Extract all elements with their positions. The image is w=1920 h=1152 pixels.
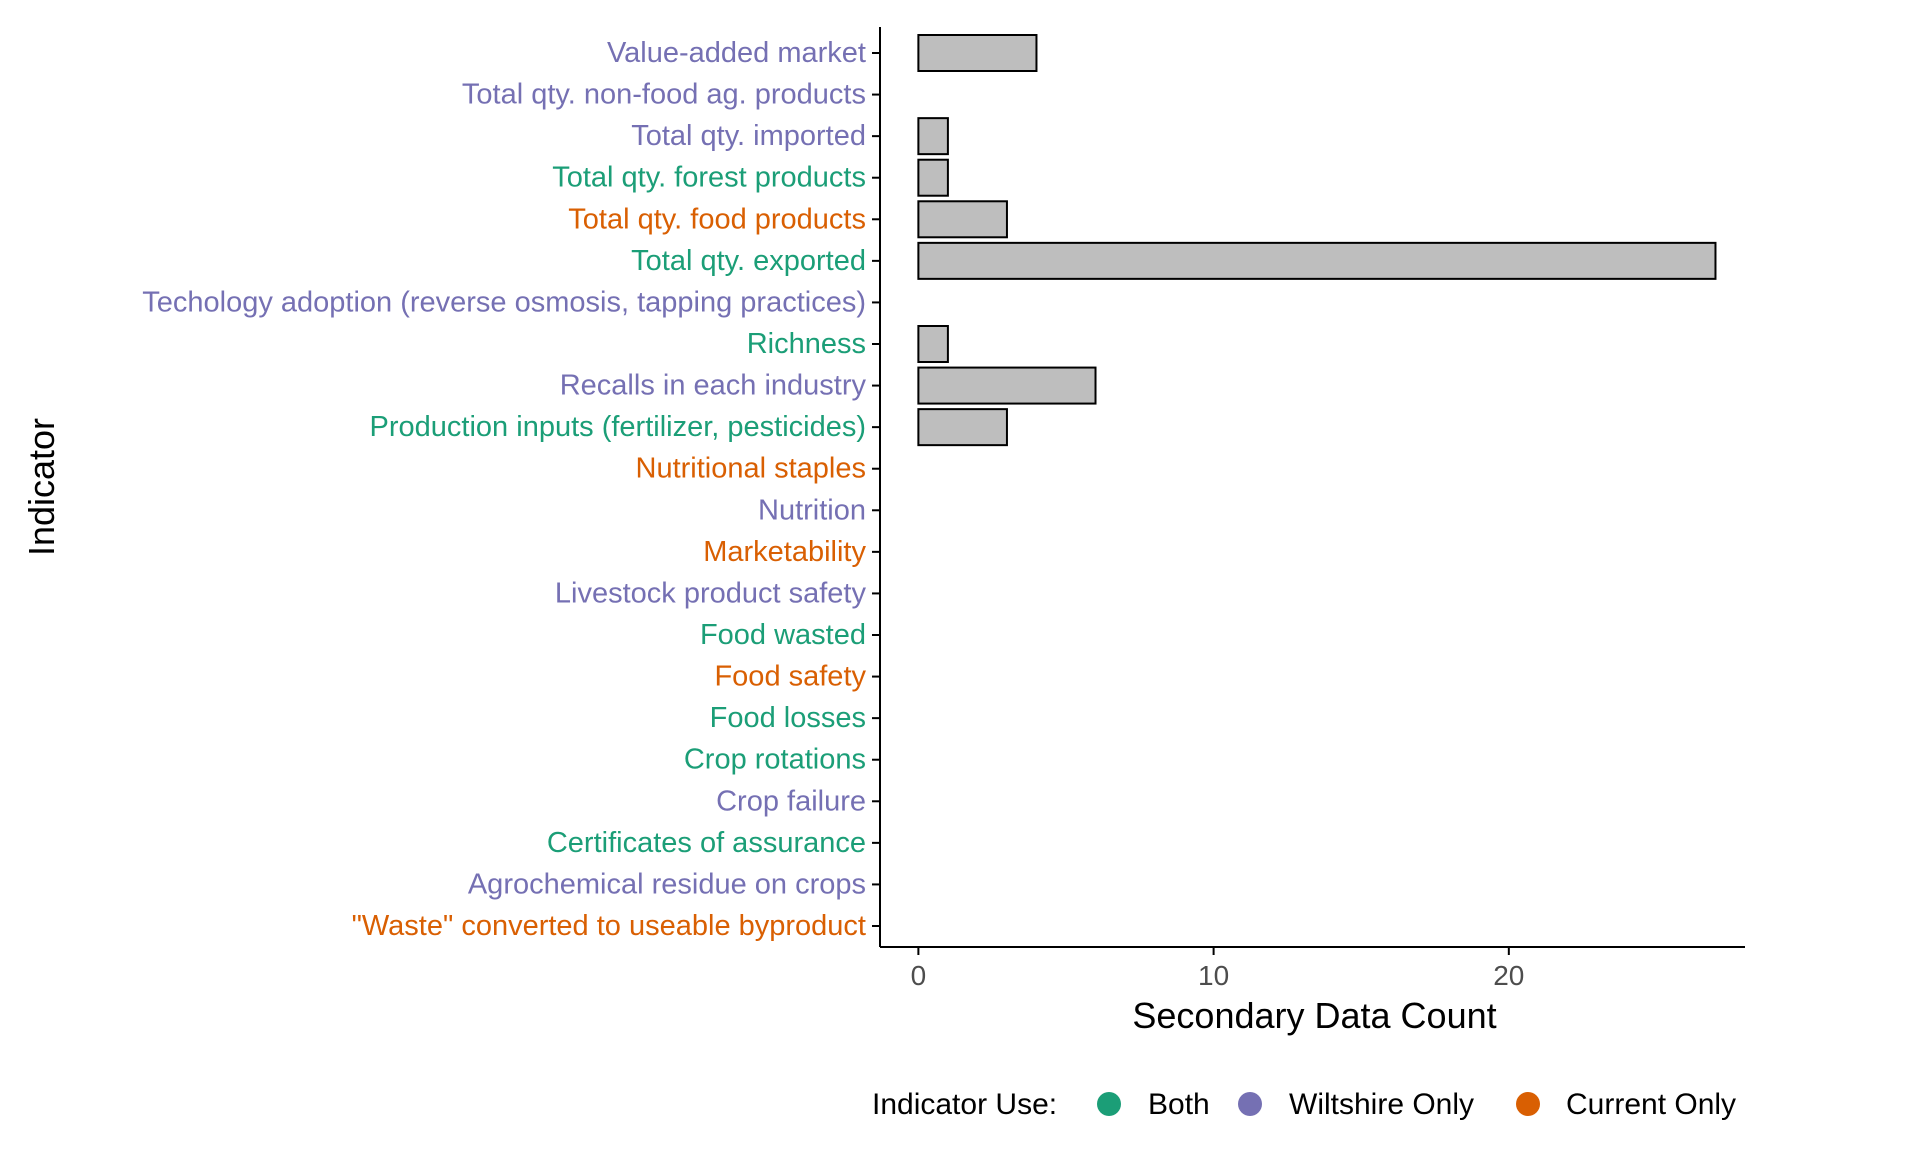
category-label-15: Food safety (714, 661, 866, 693)
category-label-2: Total qty. imported (631, 120, 866, 152)
bars-layer (917, 34, 1717, 447)
legend-label-2: Current Only (1566, 1088, 1736, 1121)
bar-4 (917, 200, 1008, 239)
bar-2 (917, 117, 949, 156)
category-label-21: "Waste" converted to useable byproduct (352, 910, 866, 942)
legend: Indicator Use: Both Wiltshire Only Current … (872, 1088, 1736, 1121)
y-axis-title: Indicator (21, 418, 62, 556)
x-axis-ticks: 0 10 20 (911, 947, 1524, 991)
bar-8 (917, 366, 1097, 405)
category-label-8: Recalls in each industry (560, 370, 867, 402)
x-tick-label-1: 10 (1198, 960, 1229, 991)
category-label-12: Marketability (703, 536, 866, 568)
x-tick-label-0: 0 (911, 960, 927, 991)
category-label-1: Total qty. non-food ag. products (462, 79, 866, 111)
category-labels: Value-added market Total qty. non-food ag… (142, 37, 866, 942)
category-label-14: Food wasted (700, 619, 866, 651)
category-label-5: Total qty. exported (631, 245, 866, 277)
bar-3 (917, 158, 949, 197)
category-label-18: Crop failure (716, 785, 866, 817)
category-label-7: Richness (747, 328, 866, 360)
category-label-17: Crop rotations (684, 744, 866, 776)
category-label-4: Total qty. food products (568, 203, 866, 235)
legend-label-1: Wiltshire Only (1289, 1088, 1474, 1121)
legend-key-2 (1516, 1092, 1540, 1116)
y-axis-ticks (872, 52, 880, 927)
category-label-9: Production inputs (fertilizer, pesticide… (370, 411, 866, 443)
bar-5 (917, 241, 1717, 280)
category-label-3: Total qty. forest products (552, 162, 866, 194)
bar-9 (917, 408, 1008, 447)
bar-0 (917, 34, 1038, 72)
category-label-0: Value-added market (607, 37, 866, 69)
category-label-6: Techology adoption (reverse osmosis, tap… (142, 286, 866, 318)
category-label-20: Agrochemical residue on crops (468, 868, 866, 900)
legend-key-0 (1097, 1092, 1121, 1116)
x-tick-label-2: 20 (1493, 960, 1524, 991)
category-label-10: Nutritional staples (636, 453, 867, 485)
legend-key-1 (1238, 1092, 1262, 1116)
category-label-11: Nutrition (758, 494, 866, 526)
category-label-13: Livestock product safety (555, 577, 867, 609)
category-label-16: Food losses (710, 702, 866, 734)
legend-title: Indicator Use: (872, 1088, 1057, 1121)
legend-label-0: Both (1148, 1088, 1210, 1121)
category-label-19: Certificates of assurance (547, 827, 866, 859)
x-axis-title: Secondary Data Count (1132, 995, 1496, 1036)
bar-7 (917, 325, 949, 363)
